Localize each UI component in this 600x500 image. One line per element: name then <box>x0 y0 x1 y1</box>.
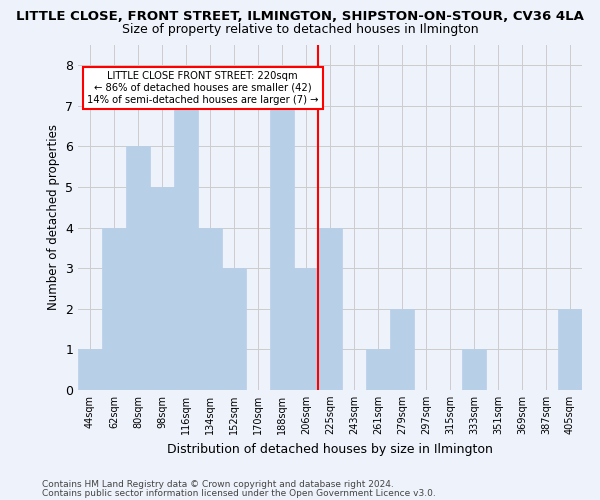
Text: LITTLE CLOSE, FRONT STREET, ILMINGTON, SHIPSTON-ON-STOUR, CV36 4LA: LITTLE CLOSE, FRONT STREET, ILMINGTON, S… <box>16 10 584 23</box>
X-axis label: Distribution of detached houses by size in Ilmington: Distribution of detached houses by size … <box>167 442 493 456</box>
Bar <box>366 350 390 390</box>
Text: Contains HM Land Registry data © Crown copyright and database right 2024.: Contains HM Land Registry data © Crown c… <box>42 480 394 489</box>
Y-axis label: Number of detached properties: Number of detached properties <box>47 124 59 310</box>
Bar <box>222 268 246 390</box>
Bar <box>174 106 198 390</box>
Bar <box>198 228 222 390</box>
Text: LITTLE CLOSE FRONT STREET: 220sqm
← 86% of detached houses are smaller (42)
14% : LITTLE CLOSE FRONT STREET: 220sqm ← 86% … <box>87 72 319 104</box>
Text: Size of property relative to detached houses in Ilmington: Size of property relative to detached ho… <box>122 22 478 36</box>
Bar <box>126 146 150 390</box>
Bar <box>150 187 174 390</box>
Bar <box>102 228 126 390</box>
Bar <box>318 228 342 390</box>
Bar <box>462 350 486 390</box>
Bar <box>390 309 414 390</box>
Bar <box>78 350 102 390</box>
Text: Contains public sector information licensed under the Open Government Licence v3: Contains public sector information licen… <box>42 488 436 498</box>
Bar <box>558 309 582 390</box>
Bar <box>294 268 318 390</box>
Bar <box>270 106 294 390</box>
